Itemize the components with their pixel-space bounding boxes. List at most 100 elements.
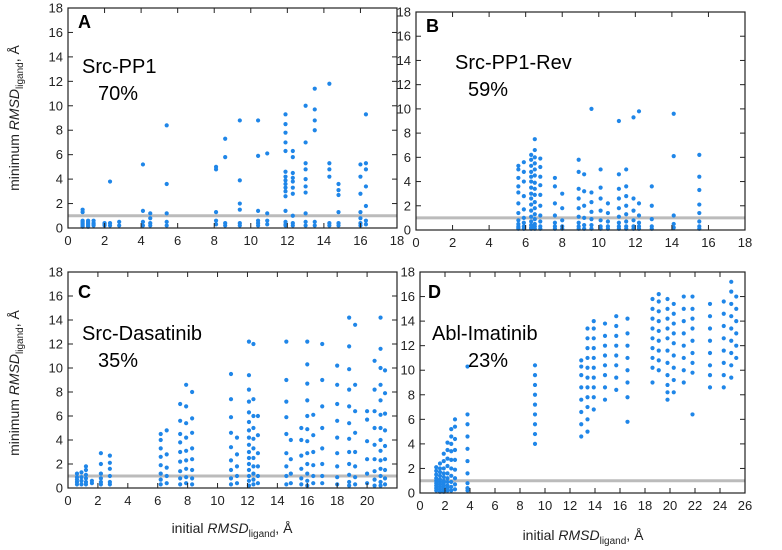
data-point-c (190, 476, 195, 481)
data-point-c (299, 476, 304, 481)
data-point-c (378, 398, 383, 403)
data-point-c (228, 467, 234, 473)
data-point-c (284, 339, 289, 344)
data-point-c (305, 427, 310, 432)
x-tick-label-d: 20 (663, 498, 677, 513)
y-tick-label-d: 8 (408, 387, 415, 402)
x-tick-label-b: 10 (592, 235, 606, 250)
data-point-c (255, 433, 261, 438)
data-point-c (251, 455, 256, 461)
data-point-c (372, 387, 377, 392)
y-tick-label-b: 10 (397, 101, 411, 116)
data-point-b (538, 192, 543, 197)
data-point-d (532, 431, 538, 437)
data-point-a (303, 223, 308, 228)
data-point-c (234, 464, 240, 469)
data-point-d (690, 412, 695, 417)
data-point-c (364, 457, 370, 462)
data-point-d (449, 449, 454, 454)
data-point-b (552, 175, 558, 181)
data-point-c (335, 475, 340, 480)
data-point-d (665, 326, 670, 331)
data-point-b (649, 224, 654, 229)
data-point-d (591, 326, 596, 331)
data-point-c (378, 483, 383, 488)
data-point-c (184, 435, 189, 440)
data-point-c (311, 473, 316, 479)
data-point-b (532, 161, 537, 166)
data-point-a (283, 148, 288, 154)
plot-frame-c (67, 271, 398, 489)
data-point-b (636, 213, 642, 218)
data-point-b (616, 206, 621, 211)
x-tick-label-d: 18 (638, 498, 652, 513)
x-tick-label-a: 18 (390, 233, 404, 248)
data-point-d (650, 336, 655, 341)
data-point-d (650, 306, 655, 311)
y-tick-label-c: 14 (49, 313, 63, 328)
data-point-c (79, 478, 84, 483)
data-point-a (327, 221, 332, 226)
data-point-b (532, 173, 537, 178)
data-point-b (631, 115, 636, 120)
data-point-b (598, 208, 603, 213)
panel-percent-d: 23% (468, 350, 508, 372)
plot-frame-b (415, 11, 746, 231)
data-point-c (305, 398, 310, 403)
data-point-c (178, 440, 183, 445)
data-point-d (681, 380, 686, 385)
data-point-d (734, 319, 739, 324)
data-point-d (532, 392, 538, 397)
data-point-b (560, 206, 565, 211)
data-point-c (190, 446, 195, 451)
y-tick-label-d: 14 (401, 314, 415, 329)
data-point-c (382, 391, 388, 396)
data-point-a (303, 177, 308, 182)
data-point-b (532, 186, 537, 191)
data-point-c (246, 410, 252, 415)
data-point-d (591, 365, 596, 370)
data-point-d (465, 458, 470, 464)
data-point-d (734, 331, 739, 336)
data-point-d (614, 375, 619, 380)
data-point-d (585, 375, 590, 380)
data-point-d (532, 402, 538, 407)
data-point-c (184, 466, 189, 471)
data-point-d (707, 301, 713, 307)
data-point-d (591, 336, 596, 341)
data-point-d (729, 350, 734, 356)
x-tick-label-c: 14 (270, 493, 284, 508)
data-point-d (602, 373, 608, 378)
data-point-d (665, 360, 670, 365)
data-point-a (86, 218, 91, 223)
data-point-c (353, 449, 358, 455)
data-point-b (516, 201, 521, 206)
x-tick-label-c: 10 (210, 493, 224, 508)
data-point-a (363, 218, 369, 223)
data-point-c (382, 476, 388, 481)
data-point-a (164, 211, 169, 216)
data-point-d (441, 451, 446, 456)
data-point-d (665, 373, 670, 378)
data-point-a (290, 213, 295, 218)
data-point-d (465, 422, 470, 427)
data-point-c (246, 428, 252, 433)
data-point-d (614, 387, 619, 392)
data-point-d (449, 457, 454, 462)
data-point-b (529, 219, 534, 224)
data-point-a (363, 161, 369, 166)
data-point-d (721, 299, 726, 304)
data-point-d (729, 289, 734, 294)
data-point-d (441, 478, 446, 483)
data-point-b (589, 223, 594, 228)
data-point-a (213, 222, 219, 227)
x-tick-label-d: 4 (466, 498, 473, 513)
data-point-d (465, 434, 470, 439)
data-point-d (441, 458, 446, 464)
data-point-b (616, 172, 621, 177)
data-point-c (378, 346, 383, 351)
x-tick-label-a: 12 (280, 233, 294, 248)
data-point-d (671, 365, 676, 370)
data-point-c (83, 464, 89, 469)
data-point-a (336, 192, 341, 198)
